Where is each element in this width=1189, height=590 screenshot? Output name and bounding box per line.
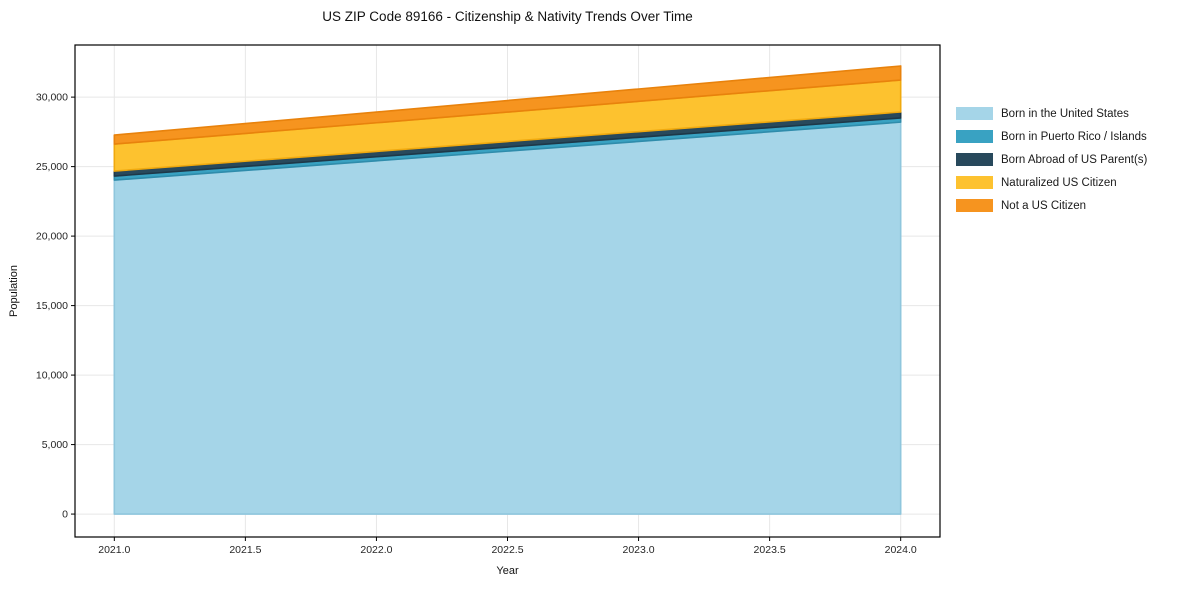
- legend-swatch: [956, 153, 993, 166]
- legend-item-born-abroad-of-us-parent-s[interactable]: Born Abroad of US Parent(s): [956, 152, 1147, 167]
- legend-item-naturalized-us-citizen[interactable]: Naturalized US Citizen: [956, 175, 1147, 190]
- y-tick-label: 5,000: [42, 439, 68, 451]
- y-axis-label-text: Population: [8, 265, 20, 317]
- legend-label: Born Abroad of US Parent(s): [1001, 153, 1148, 166]
- y-tick-label: 15,000: [36, 300, 68, 312]
- legend-swatch: [956, 199, 993, 212]
- x-tick-label: 2023.5: [754, 544, 786, 556]
- chart-title: US ZIP Code 89166 - Citizenship & Nativi…: [322, 9, 693, 24]
- x-tick-label: 2022.5: [491, 544, 523, 556]
- y-tick-label: 25,000: [36, 161, 68, 173]
- x-axis-label: Year: [496, 565, 519, 577]
- legend-label: Naturalized US Citizen: [1001, 176, 1117, 189]
- legend-swatch: [956, 130, 993, 143]
- x-tick-label: 2023.0: [622, 544, 654, 556]
- legend-item-born-in-puerto-rico-islands[interactable]: Born in Puerto Rico / Islands: [956, 129, 1147, 144]
- legend: Born in the United States Born in Puerto …: [956, 106, 1148, 213]
- y-tick-label: 30,000: [36, 92, 68, 104]
- x-tick-label: 2022.0: [360, 544, 392, 556]
- legend-label: Born in Puerto Rico / Islands: [1001, 130, 1147, 143]
- y-tick-label: 10,000: [36, 370, 68, 382]
- legend-label: Born in the United States: [1001, 107, 1129, 120]
- area-not-a-us-citizen[interactable]: [113, 65, 902, 145]
- legend-label: Not a US Citizen: [1001, 199, 1087, 212]
- x-tick-label: 2024.0: [885, 544, 917, 556]
- legend-item-born-in-the-united-states[interactable]: Born in the United States: [956, 106, 1147, 121]
- y-tick-label: 20,000: [36, 231, 68, 243]
- legend-swatch: [956, 107, 993, 120]
- x-tick-label: 2021.5: [229, 544, 261, 556]
- legend-swatch: [956, 176, 993, 189]
- legend-item-not-a-us-citizen[interactable]: Not a US Citizen: [956, 198, 1147, 213]
- area-born-in-the-united-states[interactable]: [113, 121, 902, 515]
- y-tick-label: 0: [62, 509, 68, 521]
- x-tick-label: 2021.0: [98, 544, 130, 556]
